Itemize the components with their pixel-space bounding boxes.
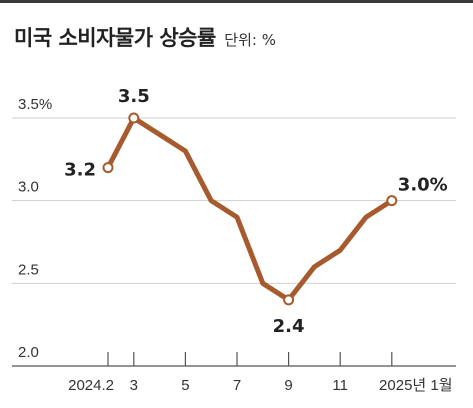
unit-label: 단위: % bbox=[224, 31, 276, 49]
y-tick-label-3: 2.0 bbox=[18, 344, 39, 361]
data-marker-11 bbox=[386, 195, 398, 207]
data-labels: 3.2 3.5 2.4 3.0% bbox=[64, 86, 448, 337]
x-tick-label-11: 2025년 1월 bbox=[379, 377, 452, 394]
chart-header: 미국 소비자물가 상승률 단위: % bbox=[14, 22, 276, 52]
data-marker-7 bbox=[283, 294, 295, 306]
data-marker-1 bbox=[128, 112, 140, 124]
y-tick-label-0: 3.5% bbox=[18, 96, 52, 113]
data-marker-0 bbox=[102, 162, 114, 174]
chart-title: 미국 소비자물가 상승률 bbox=[14, 26, 216, 50]
y-axis-ticks: 3.5% 3.0 2.5 2.0 bbox=[18, 96, 52, 361]
data-label-0: 3.2 bbox=[64, 160, 96, 181]
data-markers bbox=[102, 112, 398, 306]
data-label-11: 3.0% bbox=[398, 175, 448, 196]
x-tick-label-0: 2024.2 bbox=[68, 377, 114, 394]
data-label-7: 2.4 bbox=[273, 316, 305, 337]
x-tick-label-1: 3 bbox=[130, 377, 138, 394]
y-tick-label-1: 3.0 bbox=[18, 179, 39, 196]
gridlines bbox=[12, 117, 456, 284]
data-label-1: 3.5 bbox=[118, 86, 150, 107]
x-axis-ticks: 2024.2 3 5 7 9 11 2025년 1월 bbox=[68, 352, 453, 394]
x-tick-label-9: 11 bbox=[332, 377, 348, 394]
top-rule bbox=[0, 0, 473, 3]
x-tick-label-5: 7 bbox=[233, 377, 241, 394]
y-tick-label-2: 2.5 bbox=[18, 261, 39, 278]
series-line bbox=[105, 115, 395, 303]
x-tick-label-7: 9 bbox=[284, 377, 292, 394]
x-tick-label-3: 5 bbox=[181, 377, 189, 394]
